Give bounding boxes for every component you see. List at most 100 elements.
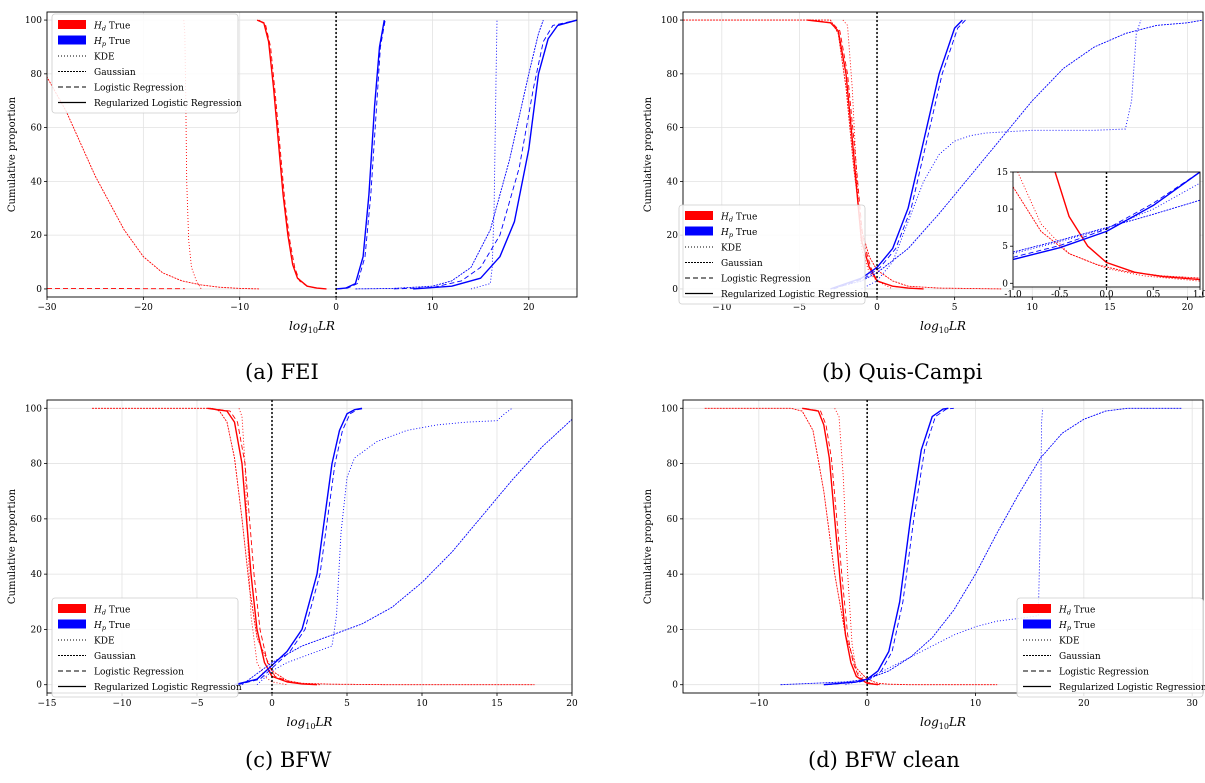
panel-b-ytick-label: 20 <box>667 231 679 241</box>
panel-b-inset-series-line <box>1054 172 1200 281</box>
panel-d-legend-label: Logistic Regression <box>1059 668 1149 678</box>
panel-b-inset-ytick-label: 10 <box>997 205 1009 215</box>
panel-d-legend-label: Hd True <box>1058 606 1095 617</box>
panel-a-xtick-label: 20 <box>523 303 535 313</box>
panel-d-ytick-label: 40 <box>667 570 679 580</box>
panel-a-xtick-label: −20 <box>134 303 153 313</box>
panel-a-legend-frame <box>51 13 239 114</box>
panel-d-ytick-label: 80 <box>667 460 679 470</box>
panel-c-series-line <box>234 407 363 686</box>
panel-b-inset-axes: -1.0 -0.5 0.0 0.5 1.0 0 5 10 15 <box>997 168 1205 300</box>
panel-a-legend-label: Hp True <box>93 37 130 48</box>
panel-b-legend-label: Regularized Logistic Regression <box>721 290 869 300</box>
panel-d-series-line <box>704 407 998 686</box>
panel-a-series-line <box>258 19 327 290</box>
panel-a-series-line <box>337 20 386 290</box>
panel-a-series-line <box>413 19 577 290</box>
panel-a-legend-patch <box>58 20 86 29</box>
panel-b-series-line <box>833 19 966 290</box>
panel-b-legend-label: KDE <box>721 244 742 254</box>
panel-a-series-line <box>47 76 260 290</box>
panel-c-ytick-label: 100 <box>25 404 42 414</box>
panel-b-inset-xtick-label: 0.0 <box>1099 290 1114 300</box>
panel-a-xtick-label: −30 <box>38 303 57 313</box>
panel-d-ytick-label: 100 <box>661 404 678 414</box>
panel-d-legend-patch <box>1023 619 1051 629</box>
panel-c-series-line <box>237 407 366 686</box>
panel-c-series-line <box>241 418 572 686</box>
panel-a-series-line <box>256 19 327 290</box>
panel-c-frame <box>46 399 573 694</box>
panel-d-ytick-label: 20 <box>667 625 679 635</box>
panel-b-ytick-label: 60 <box>667 124 679 134</box>
panel-d-xtick-label: −10 <box>749 699 768 709</box>
panel-b-inset-series-line <box>1013 186 1200 279</box>
panel-b-inset-xtick-label: 1.0 <box>1193 290 1205 300</box>
panel-b-inset-ytick-label: 15 <box>997 168 1009 178</box>
panel-a-ytick-label: 60 <box>31 124 43 134</box>
panel-a-xtick-label: −10 <box>230 303 249 313</box>
panel-b-legend-patch <box>685 211 713 220</box>
panel-d-series-line <box>845 408 1044 686</box>
panel-c-xtick-label: 20 <box>566 699 578 709</box>
panel-d-xtick-label: 20 <box>1078 699 1090 709</box>
panel-c-xtick-label: 5 <box>344 699 350 709</box>
panel-b-legend-patch <box>685 226 713 236</box>
panel-d-xtick-label: 10 <box>970 699 982 709</box>
panel-c-legend-label: KDE <box>94 637 115 647</box>
panel-d-series-line <box>823 407 949 686</box>
panel-b-xtick-label: 15 <box>1104 303 1116 313</box>
panel-c-legend-label: Regularized Logistic Regression <box>94 683 242 693</box>
panel-c-legend-label: Gaussian <box>94 652 136 662</box>
panel-b-inset-ytick-label: 5 <box>1002 242 1008 252</box>
panel-a-legend-label: Regularized Logistic Regression <box>94 99 242 109</box>
panel-b-legend-label: Hd True <box>720 213 757 224</box>
panel-c-legend-label: Hp True <box>93 621 130 632</box>
panel-b-ylabel: Cumulative proportion <box>643 96 654 212</box>
caption-d: (d) BFW clean <box>808 748 960 772</box>
panel-a-ytick-label: 0 <box>36 285 42 295</box>
panel-a-xtick-label: 10 <box>427 303 439 313</box>
panel-b-xtick-label: 0 <box>874 303 880 313</box>
panel-b-inset-xtick-label: 0.5 <box>1146 290 1161 300</box>
panel-c-ytick-label: 20 <box>31 625 43 635</box>
panel-c-legend-label: Logistic Regression <box>94 668 184 678</box>
panel-c-xtick-label: −5 <box>190 699 204 709</box>
panel-b-series-line <box>830 19 963 290</box>
panel-b-xtick-label: 10 <box>1027 303 1039 313</box>
panel-a-ytick-label: 100 <box>25 16 42 26</box>
caption-a: (a) FEI <box>245 360 319 384</box>
panel-b-inset-ytick-label: 0 <box>1002 279 1008 289</box>
panel-d-series-line <box>804 407 881 686</box>
panel-c-ytick-label: 40 <box>31 570 43 580</box>
panel-d-xtick-label: 30 <box>1186 699 1198 709</box>
panel-a-ylabel: Cumulative proportion <box>7 96 18 212</box>
panel-b-xtick-label: 5 <box>952 303 958 313</box>
panel-b-legend: Hd True Hp True KDE Gaussian Logistic Regres… <box>678 204 869 305</box>
panel-b-inset-frame <box>1012 171 1201 288</box>
panel-c-xtick-label: −15 <box>38 699 57 709</box>
panel-d-xlabel: log10LR <box>920 715 966 731</box>
panel-d-legend-frame <box>1016 597 1204 698</box>
panel-b-xtick-label: −5 <box>793 303 807 313</box>
panel-c-xtick-label: 10 <box>416 699 428 709</box>
panel-c-series-line <box>256 407 513 686</box>
caption-b: (b) Quis-Campi <box>822 360 983 384</box>
panel-b-inset-xtick-label: -1.0 <box>1004 290 1022 300</box>
panel-a-ytick-label: 20 <box>31 231 43 241</box>
panel-b-legend-label: Gaussian <box>721 259 763 269</box>
panel-c-ytick-label: 80 <box>31 460 43 470</box>
panel-a-series-line <box>336 19 385 290</box>
panel-a-legend-label: Hd True <box>93 22 130 33</box>
panel-a-frame <box>46 11 578 298</box>
panel-b-frame <box>682 11 1204 298</box>
panel-c-ylabel: Cumulative proportion <box>7 488 18 604</box>
panel-a-legend-label: KDE <box>94 53 115 63</box>
panel-b-legend-label: Hp True <box>720 228 757 239</box>
panel-c-xlabel: log10LR <box>287 715 333 731</box>
panel-c-legend-patch <box>58 619 86 629</box>
panel-c-series-line <box>92 407 535 686</box>
panel-c-legend-frame <box>51 597 239 698</box>
panel-c-xtick-label: 0 <box>269 699 275 709</box>
